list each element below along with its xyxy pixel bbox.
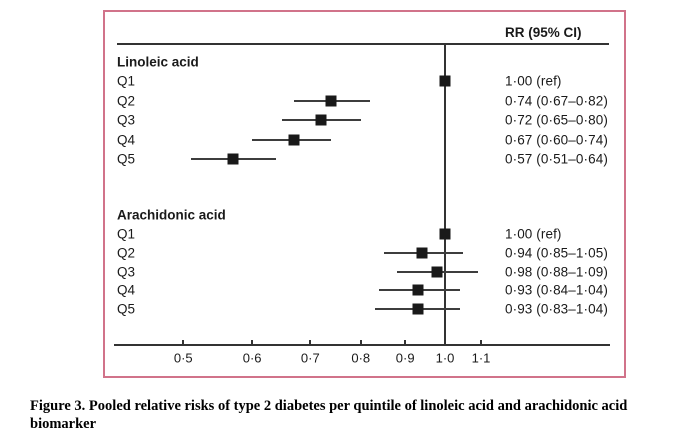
rr-point-marker <box>439 228 451 240</box>
row-label-q1: Q1 <box>117 226 136 242</box>
x-axis-tick-mark <box>359 340 362 345</box>
row-label-q1: Q1 <box>117 73 136 89</box>
rr-ci-value: 0·67 (0·60–0·74) <box>505 132 608 147</box>
x-axis-tick-mark <box>251 340 254 345</box>
row-label-q4: Q4 <box>117 282 136 298</box>
x-axis-tick-mark <box>479 340 482 345</box>
rr-point-marker <box>288 134 300 145</box>
row-label-q5: Q5 <box>117 301 136 317</box>
x-axis-tick-label: 0·8 <box>351 350 371 366</box>
rr-point-marker <box>416 247 428 259</box>
rr-ci-value: 0·98 (0·88–1·09) <box>505 264 608 280</box>
figure-caption-line-2: biomarker <box>30 415 97 432</box>
row-label-q2: Q2 <box>117 245 136 261</box>
rr-point-marker <box>412 303 424 315</box>
row-label-q3: Q3 <box>117 112 136 128</box>
x-axis-tick-label: 1·1 <box>471 350 491 366</box>
x-axis-tick-label: 0·6 <box>242 350 262 366</box>
row-label-q4: Q4 <box>117 132 136 147</box>
x-axis-tick-mark <box>404 340 407 345</box>
rr-ci-value: 0·93 (0·84–1·04) <box>505 282 608 298</box>
group-label-arachidonic-acid: Arachidonic acid <box>117 207 226 223</box>
group-label-linoleic-acid: Linoleic acid <box>117 54 199 70</box>
rr-ci-value: 0·72 (0·65–0·80) <box>505 112 608 128</box>
rr-point-marker <box>412 284 424 296</box>
x-axis-tick-mark <box>182 340 185 345</box>
x-axis-tick-label: 0·9 <box>395 350 415 366</box>
rr-point-marker <box>431 266 443 278</box>
rr-point-marker <box>227 153 239 165</box>
figure-caption: Figure 3. Pooled relative risks of type … <box>30 398 690 433</box>
header-separator-line <box>117 43 609 45</box>
rr-ci-value: 0·93 (0·83–1·04) <box>505 301 608 317</box>
x-axis-tick-label: 0·5 <box>173 350 193 366</box>
rr-point-marker <box>325 95 337 106</box>
rr-point-marker <box>439 75 451 87</box>
rr-ci-column-header: RR (95% CI) <box>505 25 582 40</box>
x-axis-line <box>114 344 610 346</box>
rr-ci-value: 1·00 (ref) <box>505 226 562 242</box>
figure-caption-line-1: Figure 3. Pooled relative risks of type … <box>30 398 628 414</box>
row-label-q2: Q2 <box>117 93 136 108</box>
x-axis-tick-label: 1·0 <box>435 350 455 366</box>
plot-frame <box>103 10 626 378</box>
row-label-q3: Q3 <box>117 264 136 280</box>
rr-ci-value: 1·00 (ref) <box>505 73 562 89</box>
rr-ci-value: 0·74 (0·67–0·82) <box>505 93 608 108</box>
rr-point-marker <box>315 114 327 126</box>
reference-line-rr-1 <box>444 45 446 345</box>
rr-ci-value: 0·57 (0·51–0·64) <box>505 151 608 167</box>
x-axis-tick-mark <box>444 340 446 345</box>
rr-ci-value: 0·94 (0·85–1·05) <box>505 245 608 261</box>
x-axis-tick-mark <box>309 340 312 345</box>
x-axis-tick-label: 0·7 <box>300 350 320 366</box>
row-label-q5: Q5 <box>117 151 136 167</box>
